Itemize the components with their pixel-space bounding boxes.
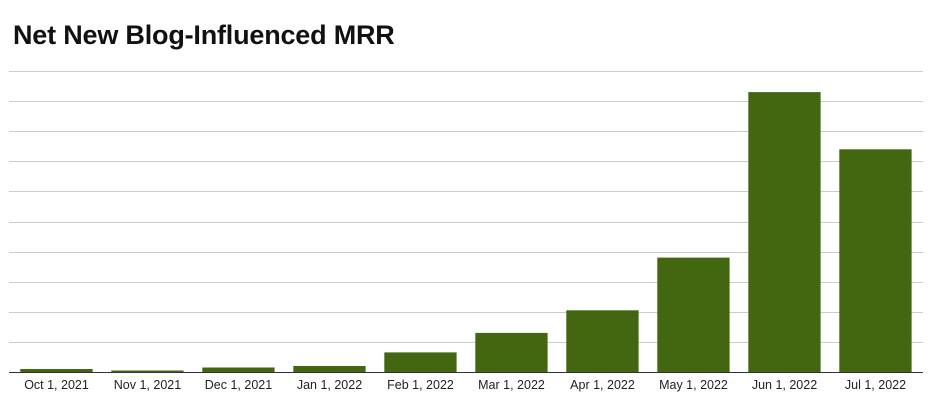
bar — [20, 369, 93, 372]
x-tick-label: Nov 1, 2021 — [114, 378, 181, 392]
bar — [748, 92, 821, 372]
bar — [111, 370, 184, 372]
x-tick-label: Feb 1, 2022 — [387, 378, 454, 392]
bar — [384, 352, 457, 372]
bar — [475, 332, 548, 372]
chart-title: Net New Blog-Influenced MRR — [13, 20, 395, 50]
bar — [202, 367, 275, 372]
bars — [20, 92, 912, 372]
bar — [839, 149, 912, 372]
x-tick-labels: Oct 1, 2021 Nov 1, 2021 Dec 1, 2021 Jan 1, … — [24, 378, 906, 392]
x-tick-label: May 1, 2022 — [659, 378, 728, 392]
x-tick-label: Jun 1, 2022 — [752, 378, 817, 392]
bar — [293, 366, 366, 372]
x-tick-label: Jan 1, 2022 — [297, 378, 362, 392]
x-tick-label: Oct 1, 2021 — [24, 378, 89, 392]
bar — [566, 310, 639, 372]
bar — [657, 257, 730, 372]
x-tick-label: Mar 1, 2022 — [478, 378, 545, 392]
x-tick-label: Jul 1, 2022 — [845, 378, 906, 392]
x-tick-label: Apr 1, 2022 — [570, 378, 635, 392]
x-tick-label: Dec 1, 2021 — [205, 378, 272, 392]
